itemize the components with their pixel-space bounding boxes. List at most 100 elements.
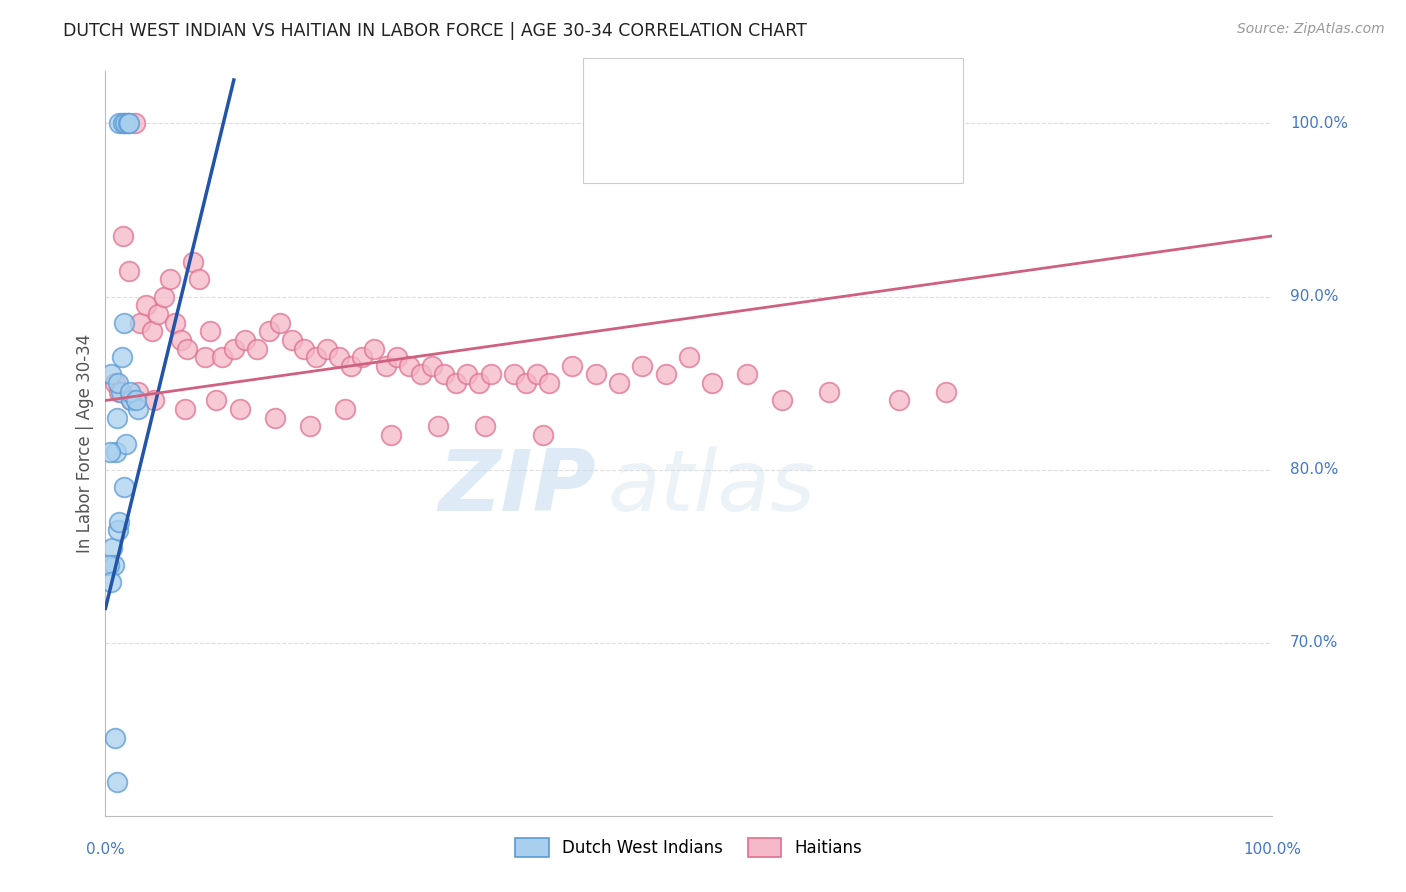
Point: [159, 272, 181, 286]
Point: [108, 384, 131, 399]
Point: [537, 376, 560, 391]
Text: 70.0%: 70.0%: [1289, 635, 1339, 650]
Point: [363, 342, 385, 356]
Point: [110, 384, 132, 399]
Point: [737, 368, 759, 382]
Text: 100.0%: 100.0%: [1289, 116, 1348, 131]
Point: [818, 384, 841, 399]
Point: [111, 228, 134, 243]
Point: [409, 368, 432, 382]
Point: [292, 342, 315, 356]
Point: [205, 393, 228, 408]
Text: ZIP: ZIP: [437, 446, 596, 529]
Text: 90.0%: 90.0%: [1289, 289, 1339, 304]
Point: [316, 342, 339, 356]
Point: [117, 116, 139, 130]
Point: [127, 402, 149, 417]
Point: [631, 359, 654, 373]
Point: [115, 436, 138, 450]
Point: [181, 255, 204, 269]
Point: [770, 393, 793, 408]
Point: [531, 428, 554, 442]
Point: [503, 368, 526, 382]
Point: [420, 359, 443, 373]
Point: [124, 116, 146, 130]
Point: [143, 393, 166, 408]
Point: [100, 368, 122, 382]
Point: [456, 368, 478, 382]
Point: [380, 428, 402, 442]
Point: [433, 368, 456, 382]
Text: 0.0%: 0.0%: [86, 842, 125, 857]
Point: [170, 333, 193, 347]
Text: atlas: atlas: [607, 446, 815, 529]
Point: [107, 376, 129, 391]
Text: 100.0%: 100.0%: [1243, 842, 1302, 857]
Point: [607, 376, 630, 391]
Point: [105, 410, 128, 425]
Point: [146, 307, 169, 321]
Point: [304, 350, 326, 364]
Point: [526, 368, 548, 382]
Point: [427, 419, 450, 434]
Point: [114, 116, 136, 130]
Point: [97, 558, 120, 572]
Point: [211, 350, 233, 364]
Point: [228, 402, 250, 417]
Point: [474, 419, 496, 434]
Text: R =: R =: [655, 86, 693, 103]
Point: [887, 393, 910, 408]
Point: [118, 263, 141, 277]
Point: [103, 558, 125, 572]
Point: [374, 359, 396, 373]
Point: [173, 402, 195, 417]
Point: [654, 368, 676, 382]
Point: [263, 410, 285, 425]
Point: [235, 333, 257, 347]
Point: [100, 575, 122, 590]
Point: [298, 419, 321, 434]
Point: [118, 116, 141, 130]
Point: [111, 116, 134, 130]
Point: [135, 298, 157, 312]
Point: [281, 333, 304, 347]
Point: [479, 368, 502, 382]
Point: [120, 393, 142, 408]
Point: [678, 350, 700, 364]
Point: [112, 316, 135, 330]
Point: [328, 350, 350, 364]
Point: [339, 359, 361, 373]
Point: [125, 393, 148, 408]
Point: [129, 316, 152, 330]
Point: [104, 731, 127, 746]
Point: [222, 342, 245, 356]
Point: [108, 515, 131, 529]
Point: [246, 342, 269, 356]
Text: 27: 27: [848, 86, 872, 103]
Point: [270, 316, 292, 330]
Point: [107, 524, 129, 538]
Text: R =: R =: [655, 140, 693, 159]
Point: [104, 376, 127, 391]
Point: [120, 393, 142, 408]
Point: [112, 480, 135, 494]
Y-axis label: In Labor Force | Age 30-34: In Labor Force | Age 30-34: [76, 334, 94, 553]
Point: [153, 289, 174, 303]
Point: [200, 324, 222, 338]
Point: [141, 324, 163, 338]
Text: N =: N =: [799, 86, 838, 103]
Point: [98, 445, 121, 459]
Point: [105, 774, 128, 789]
Text: Source: ZipAtlas.com: Source: ZipAtlas.com: [1237, 22, 1385, 37]
Text: 0.248: 0.248: [706, 140, 761, 159]
Point: [515, 376, 537, 391]
Point: [187, 272, 209, 286]
Point: [111, 350, 134, 364]
Point: [108, 116, 131, 130]
Text: 71: 71: [848, 140, 872, 159]
Text: N =: N =: [799, 140, 838, 159]
Point: [194, 350, 217, 364]
Point: [104, 445, 127, 459]
Point: [118, 384, 141, 399]
Point: [352, 350, 374, 364]
